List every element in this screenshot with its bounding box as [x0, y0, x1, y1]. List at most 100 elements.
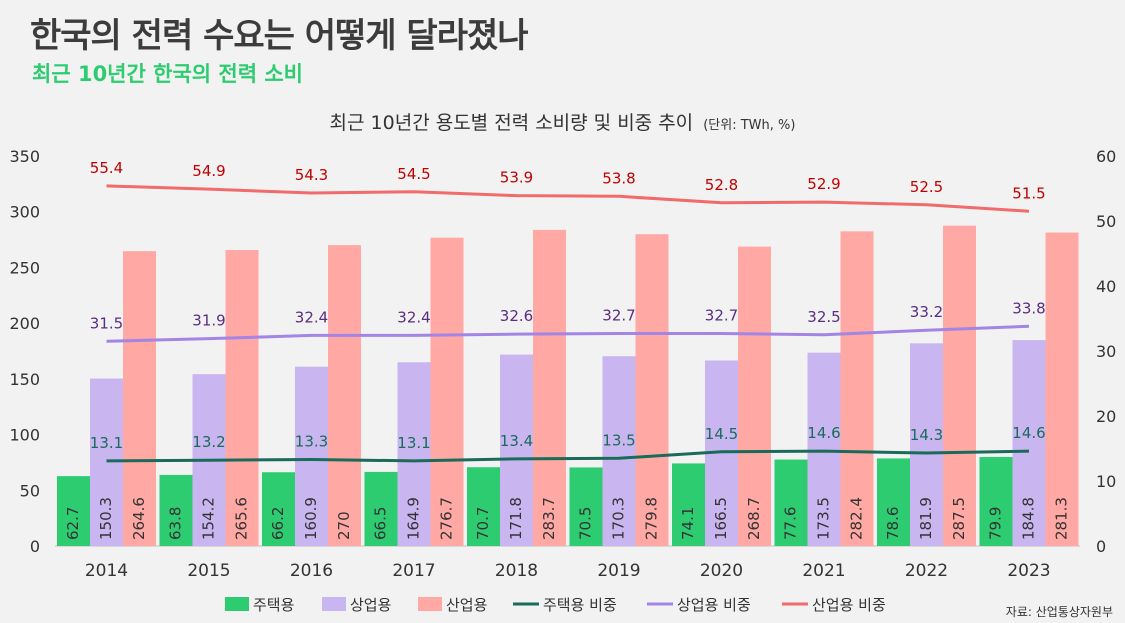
source-note: 자료: 산업통상자원부: [1005, 605, 1113, 619]
bar-value-label: 164.9: [405, 497, 423, 540]
y2-tick-label: 10: [1096, 472, 1116, 491]
bar-value-label: 184.8: [1020, 497, 1038, 540]
line-value-label: 13.5: [602, 431, 635, 449]
bar-value-label: 66.5: [372, 507, 390, 540]
line-value-label: 53.9: [500, 169, 533, 187]
bar-residential: [979, 456, 1013, 546]
legend-label: 상업용: [350, 596, 391, 614]
chart-title: 최근 10년간 용도별 전력 소비량 및 비중 추이: [329, 112, 694, 134]
bar-residential: [57, 476, 90, 546]
y-tick-label: 50: [20, 481, 40, 500]
line-value-label: 32.5: [807, 308, 840, 326]
bar-value-label: 173.5: [815, 497, 833, 540]
line-value-label: 13.3: [295, 433, 328, 451]
bar-value-label: 265.6: [233, 497, 251, 540]
bar-value-label: 62.7: [64, 507, 82, 540]
line-value-label: 51.5: [1012, 184, 1045, 202]
bar-value-label: 170.3: [610, 497, 628, 540]
bar-value-label: 270: [335, 511, 353, 540]
bar-residential: [774, 459, 808, 546]
bar-value-label: 160.9: [302, 497, 320, 540]
bar-residential: [467, 467, 500, 546]
chart-unit: (단위: TWh, %): [703, 118, 796, 133]
bar-residential: [569, 467, 603, 546]
bar-value-label: 63.8: [167, 507, 185, 540]
bar-industrial: [738, 246, 771, 546]
bar-commercial: [602, 356, 636, 546]
bar-commercial: [295, 366, 328, 546]
bar-commercial: [1012, 340, 1046, 546]
bar-value-label: 283.7: [540, 497, 558, 540]
bar-value-label: 264.6: [130, 497, 148, 540]
bar-industrial: [1045, 232, 1079, 546]
y-tick-label: 350: [9, 147, 40, 166]
bar-value-label: 282.4: [848, 497, 866, 540]
page-title: 한국의 전력 수요는 어떻게 달라졌나: [30, 16, 529, 56]
bar-industrial: [635, 234, 669, 547]
line-value-label: 14.6: [807, 424, 840, 442]
y-tick-label: 100: [9, 426, 40, 445]
bar-value-label: 66.2: [269, 507, 287, 540]
line-value-label: 52.8: [705, 176, 738, 194]
legend-label: 상업용 비중: [677, 596, 751, 614]
line-value-label: 55.4: [90, 159, 123, 177]
line-value-label: 14.5: [705, 425, 738, 443]
bar-industrial: [328, 245, 361, 546]
bar-commercial: [500, 354, 533, 546]
y2-tick-label: 0: [1096, 537, 1106, 556]
line-value-label: 33.8: [1012, 299, 1045, 317]
bar-industrial: [840, 231, 874, 546]
y-tick-label: 0: [30, 537, 40, 556]
line-value-label: 32.6: [500, 307, 533, 325]
bar-value-label: 287.5: [950, 497, 968, 540]
x-tick-label: 2018: [495, 561, 538, 581]
legend-swatch: [322, 597, 346, 611]
bar-commercial: [910, 343, 943, 546]
line-value-label: 31.9: [192, 312, 225, 330]
bar-value-label: 276.7: [438, 497, 456, 540]
line-value-label: 32.7: [705, 306, 738, 324]
line-value-label: 14.6: [1012, 424, 1045, 442]
line-value-label: 32.4: [397, 308, 430, 326]
bar-value-label: 166.5: [712, 497, 730, 540]
bar-industrial: [943, 225, 976, 546]
bar-value-label: 70.7: [474, 507, 492, 540]
bar-value-label: 181.9: [917, 497, 935, 540]
line-value-label: 14.3: [910, 426, 943, 444]
bar-residential: [262, 472, 295, 546]
bar-value-label: 281.3: [1053, 497, 1071, 540]
bar-value-label: 154.2: [200, 497, 218, 540]
line-value-label: 31.5: [90, 314, 123, 332]
x-tick-label: 2019: [597, 561, 640, 581]
y2-tick-label: 30: [1096, 342, 1116, 361]
line-value-label: 54.5: [397, 165, 430, 183]
line-value-label: 54.9: [192, 162, 225, 180]
bar-value-label: 77.6: [782, 507, 800, 540]
bar-commercial: [397, 362, 431, 546]
bar-value-label: 78.6: [884, 507, 902, 540]
x-tick-label: 2023: [1007, 561, 1050, 581]
bar-residential: [364, 471, 398, 546]
legend-swatch: [418, 597, 442, 611]
x-tick-label: 2014: [85, 561, 128, 581]
bar-industrial: [225, 250, 259, 546]
bar-value-label: 74.1: [679, 507, 697, 540]
bar-value-label: 268.7: [745, 497, 763, 540]
line-residential-share: [106, 449, 1030, 463]
line-value-label: 13.2: [192, 433, 225, 451]
legend-label: 산업용: [446, 596, 487, 614]
line-value-label: 52.5: [910, 178, 943, 196]
page-subtitle: 최근 10년간 한국의 전력 소비: [32, 62, 303, 86]
x-tick-label: 2022: [905, 561, 948, 581]
bar-commercial: [807, 352, 841, 546]
line-value-label: 33.2: [910, 303, 943, 321]
line-commercial-share: [106, 324, 1030, 343]
line-value-label: 13.4: [500, 432, 533, 450]
bar-residential: [672, 463, 705, 546]
line-industrial-share: [106, 184, 1030, 213]
legend-swatch: [225, 597, 249, 611]
bar-residential: [877, 458, 910, 546]
line-value-label: 32.4: [295, 308, 328, 326]
x-tick-label: 2021: [802, 561, 845, 581]
